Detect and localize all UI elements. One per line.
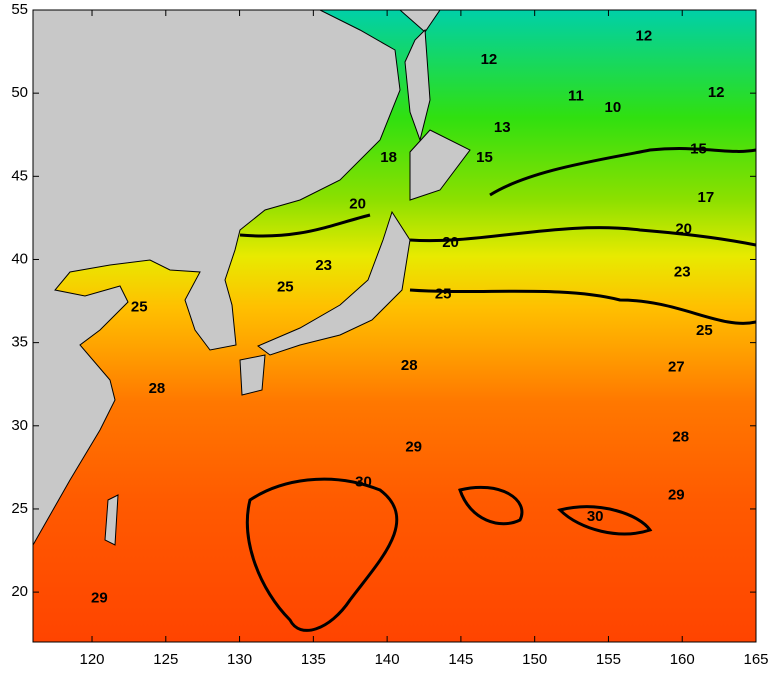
contour-label: 12 [481,51,498,68]
contour-label: 11 [568,87,584,104]
isotherm [458,485,653,536]
map-area [33,10,756,642]
map-frame [32,9,757,643]
contour-label: 20 [349,196,366,213]
y-tick-label: 50 [11,84,28,101]
contour-label: 29 [668,487,685,504]
contour-label: 23 [315,257,332,274]
y-tick-label: 35 [11,334,28,351]
contour-label: 15 [476,149,493,166]
x-tick-label: 155 [596,651,621,668]
contour-label: 13 [494,119,511,136]
contour-label: 28 [401,357,418,374]
contour-label: 29 [405,438,422,455]
x-tick-label: 150 [522,651,547,668]
contour-label: 10 [605,99,622,116]
contour-label: 18 [380,149,397,166]
x-tick-label: 130 [227,651,252,668]
contour-label: 25 [131,299,148,316]
contour-label: 12 [636,28,653,45]
isotherm [489,147,756,197]
isotherm [409,288,756,325]
contour-label: 25 [696,322,713,339]
contour-label: 25 [435,285,452,302]
land [104,494,119,546]
x-tick-label: 160 [670,651,695,668]
y-tick-label: 45 [11,167,28,184]
contour-label: 29 [91,590,108,607]
contour-label: 17 [697,189,714,206]
contour-label: 28 [149,380,166,397]
contour-label: 30 [587,508,604,525]
contour-label: 28 [672,428,689,445]
contour-label: 30 [355,473,372,490]
land [257,210,411,356]
land [409,129,471,201]
contour-label: 12 [708,84,725,101]
x-tick-label: 135 [301,651,326,668]
land [33,10,401,547]
x-tick-label: 140 [375,651,400,668]
isotherm [239,213,756,247]
y-tick-label: 20 [11,583,28,600]
x-tick-label: 120 [80,651,105,668]
y-tick-label: 55 [11,1,28,18]
y-tick-label: 40 [11,250,28,267]
contour-label: 27 [668,359,685,376]
land [239,354,266,396]
y-tick-label: 30 [11,417,28,434]
x-tick-label: 165 [743,651,768,668]
x-tick-label: 125 [153,651,178,668]
contour-label: 20 [442,234,459,251]
y-tick-label: 25 [11,500,28,517]
contour-label: 20 [675,221,692,238]
land [404,28,431,142]
isotherm [245,477,399,632]
land [399,10,441,33]
contour-label: 15 [690,141,707,158]
contour-label: 23 [674,264,691,281]
contour-label: 25 [277,279,294,296]
x-tick-label: 145 [448,651,473,668]
